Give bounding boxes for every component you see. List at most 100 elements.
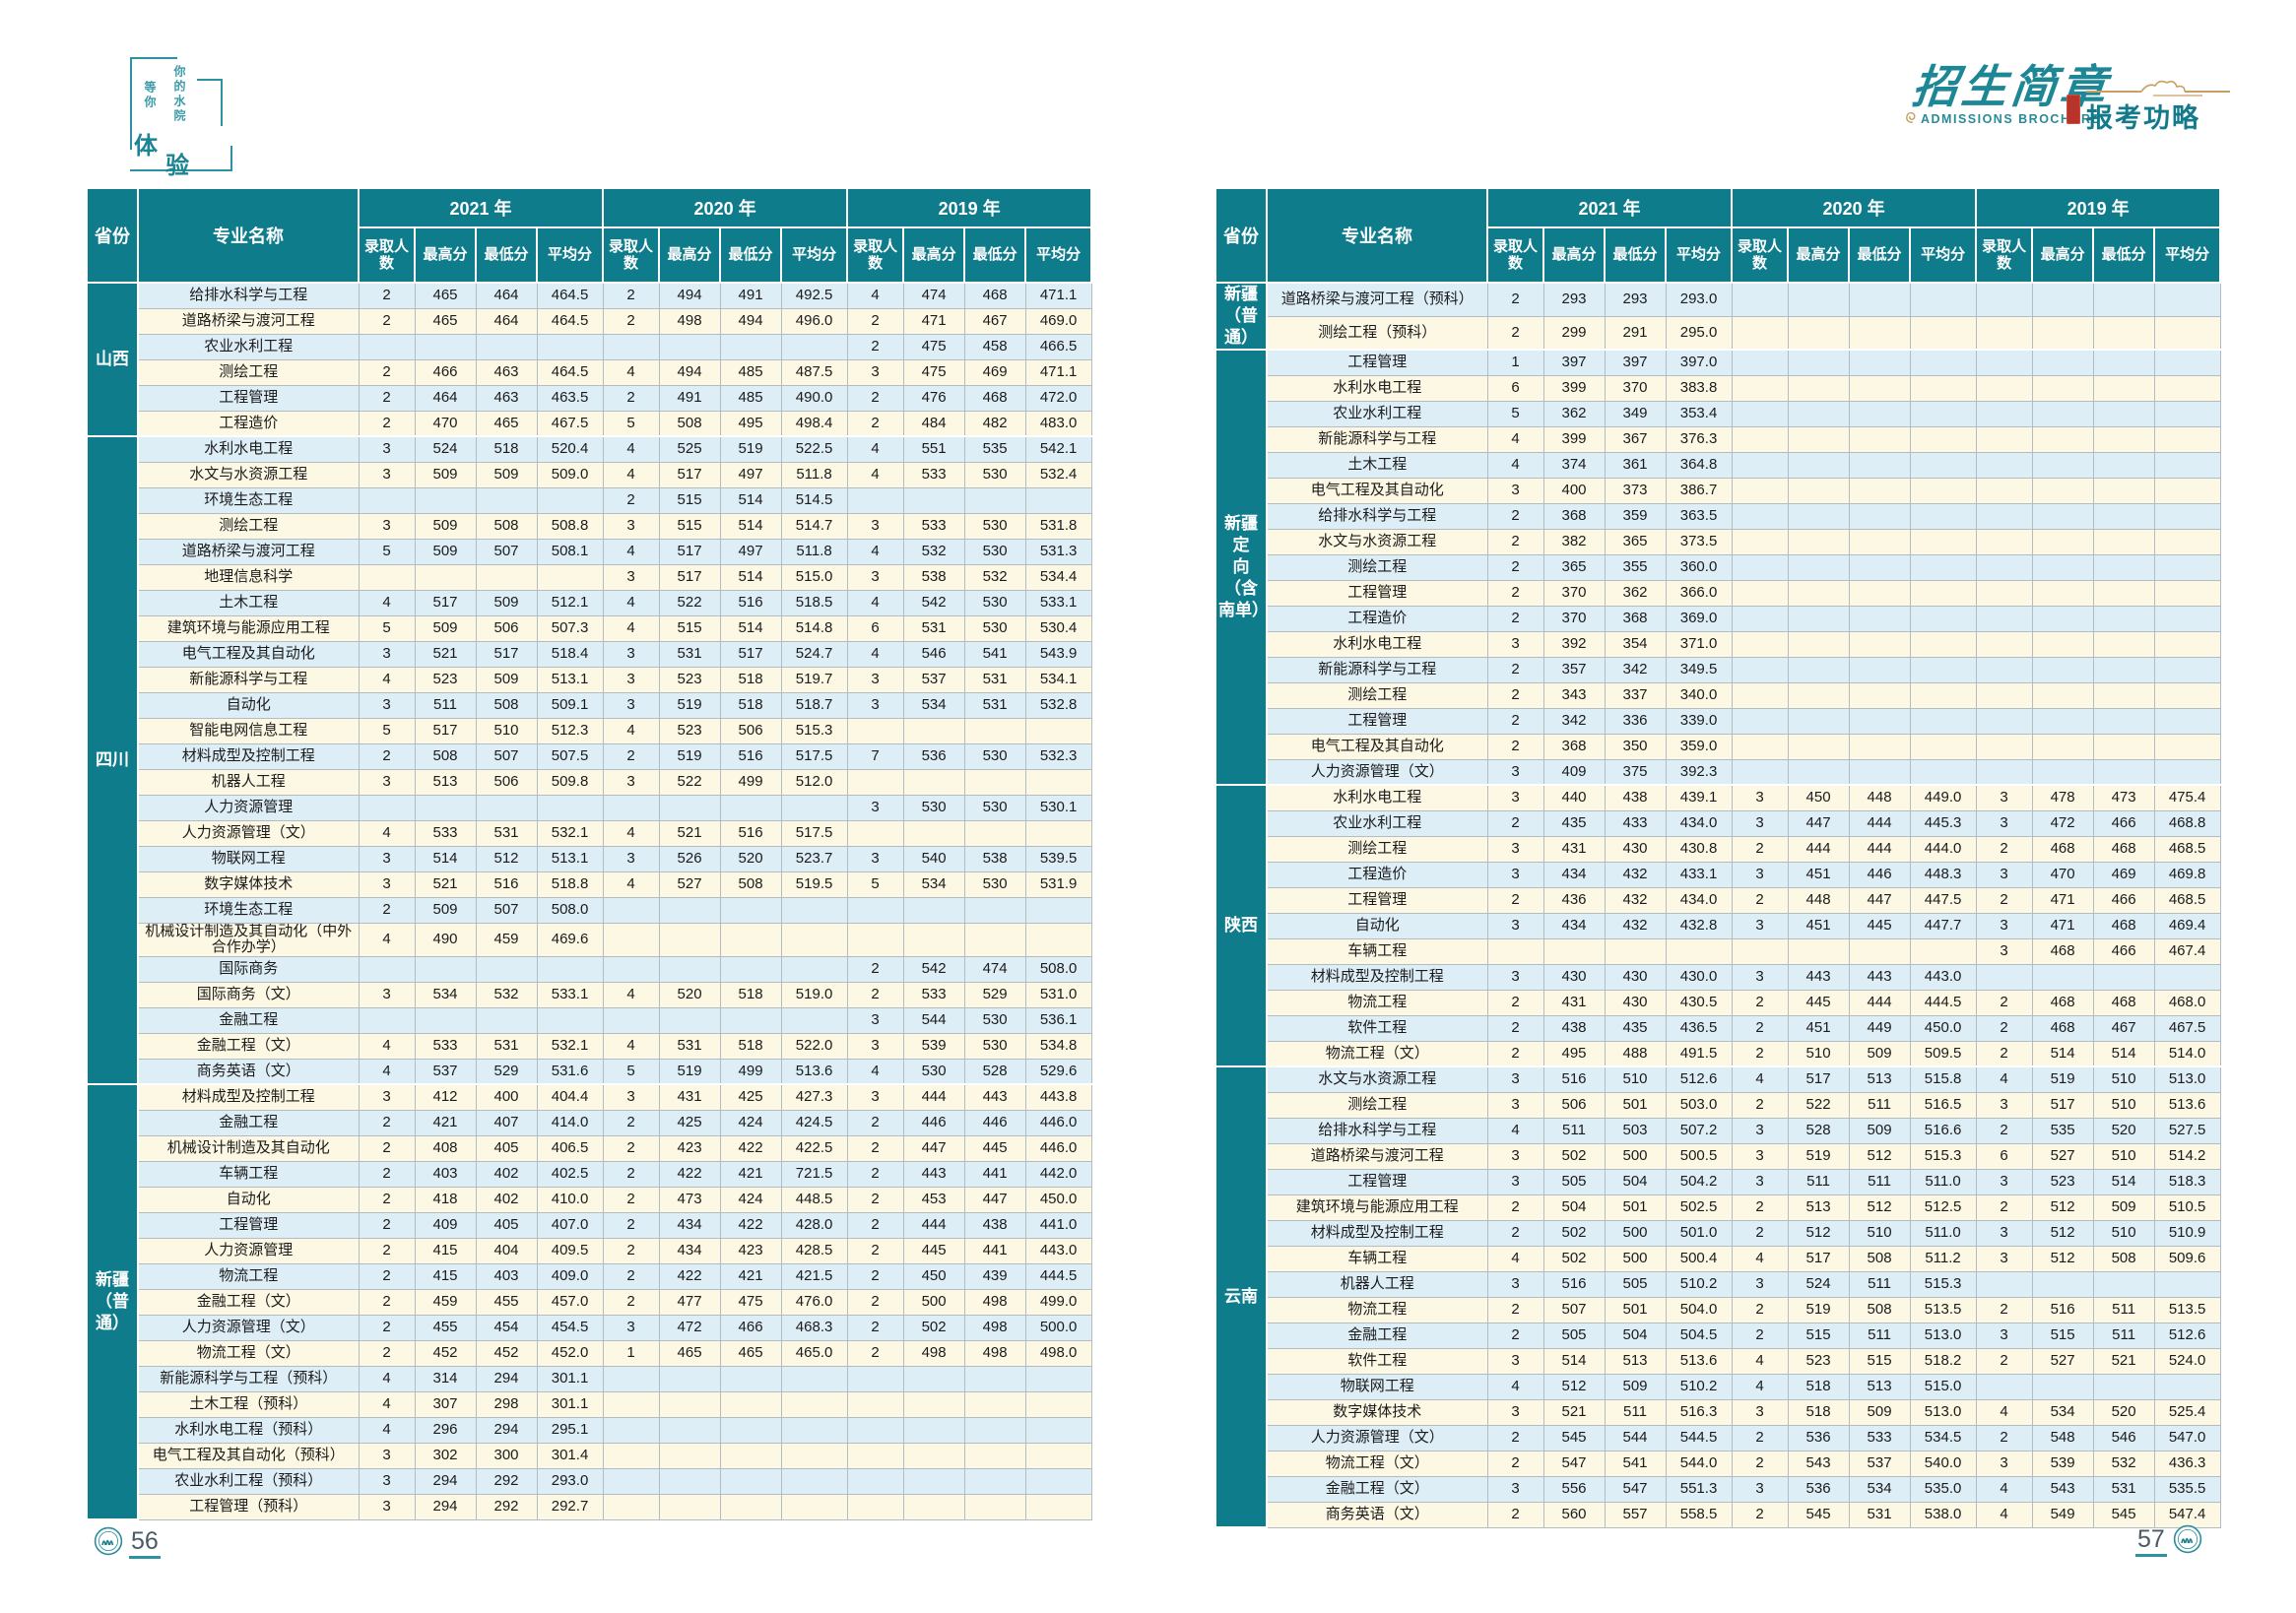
- score-cell: 474: [963, 955, 1026, 983]
- score-cell: 530: [963, 871, 1026, 898]
- score-cell: 4: [1486, 1117, 1544, 1144]
- score-cell: 434: [1542, 912, 1606, 939]
- score-cell: 471.1: [1024, 282, 1092, 309]
- score-cell: 516: [719, 589, 782, 616]
- score-cell: 504.5: [1665, 1322, 1733, 1349]
- score-cell: [2092, 282, 2155, 317]
- score-cell: 463: [475, 384, 538, 412]
- col-header-avg-score: 平均分: [780, 226, 849, 284]
- score-cell: [602, 896, 660, 924]
- score-cell: 431: [1542, 835, 1606, 863]
- score-cell: 2: [1486, 528, 1544, 555]
- score-cell: 505: [1542, 1168, 1606, 1195]
- score-cell: 414.0: [536, 1109, 604, 1136]
- score-cell: [1909, 425, 1977, 453]
- score-cell: 544: [902, 1006, 965, 1034]
- score-cell: 534.5: [1909, 1424, 1977, 1452]
- score-cell: [1909, 605, 1977, 632]
- score-cell: 512: [475, 845, 538, 872]
- major-name-cell: 农业水利工程: [137, 333, 360, 360]
- score-cell: 3: [358, 640, 416, 668]
- score-cell: 455: [414, 1314, 477, 1341]
- table-row: 工程管理（预科） 3 294 292 292.7: [87, 1493, 1092, 1520]
- score-cell: 512.0: [780, 768, 848, 796]
- score-cell: 536: [902, 742, 965, 770]
- score-cell: [2031, 758, 2094, 786]
- score-cell: [902, 1390, 965, 1418]
- major-name-cell: 给排水科学与工程: [137, 282, 360, 309]
- table-row: 环境生态工程 2 515 514 514.5: [87, 486, 1092, 514]
- score-cell: 503: [1604, 1117, 1667, 1144]
- score-cell: 4: [358, 1032, 416, 1060]
- score-cell: 514.5: [780, 486, 848, 514]
- score-cell: 506: [475, 614, 538, 642]
- score-cell: 2: [358, 282, 416, 309]
- score-cell: 512.6: [2153, 1322, 2221, 1349]
- brochure-subtitle: 报考功略: [2086, 103, 2200, 133]
- score-cell: 2: [1731, 1424, 1789, 1452]
- score-cell: 366.0: [1665, 579, 1733, 607]
- score-cell: 2: [358, 384, 416, 412]
- table-row: 自动化 3 434 432 432.8 3 451 445 447.7 3 471 468 469.4: [1215, 912, 2221, 939]
- score-cell: [1848, 733, 1911, 760]
- score-cell: [1909, 758, 1977, 786]
- score-cell: 449.0: [1909, 784, 1977, 811]
- score-cell: 5: [358, 717, 416, 744]
- score-cell: 515.3: [1909, 1142, 1977, 1170]
- score-cell: 512: [1848, 1142, 1911, 1170]
- score-cell: 2: [602, 1109, 660, 1136]
- score-cell: [2092, 681, 2155, 709]
- score-cell: 517: [1787, 1245, 1850, 1272]
- score-cell: 539: [902, 1032, 965, 1060]
- score-cell: 532: [902, 538, 965, 565]
- score-cell: 511: [414, 691, 477, 719]
- score-cell: 534: [1848, 1475, 1911, 1503]
- score-cell: 531: [1848, 1501, 1911, 1528]
- score-cell: 4: [602, 1032, 660, 1060]
- score-cell: 508: [719, 871, 782, 898]
- major-name-cell: 软件工程: [1266, 1014, 1488, 1042]
- score-cell: [658, 1006, 721, 1034]
- score-cell: [780, 333, 848, 360]
- score-cell: 530: [963, 538, 1026, 565]
- score-cell: 547: [1604, 1475, 1667, 1503]
- score-cell: 441: [963, 1160, 1026, 1188]
- score-cell: 418: [414, 1186, 477, 1213]
- score-cell: 374: [1542, 451, 1606, 479]
- admission-scores-table: 省份 专业名称 2021 年 2020 年 2019 年录取人数 最高分 最低分 平均分 录取人…: [86, 187, 1093, 1520]
- score-cell: 522: [1787, 1091, 1850, 1119]
- major-name-cell: 机器人工程: [1266, 1270, 1488, 1298]
- major-name-cell: 土木工程（预科）: [137, 1390, 360, 1418]
- score-cell: 500.5: [1665, 1142, 1733, 1170]
- score-cell: [1787, 656, 1850, 683]
- score-cell: 494: [658, 358, 721, 386]
- score-cell: 436.3: [2153, 1450, 2221, 1477]
- score-cell: 509.0: [536, 461, 604, 488]
- score-cell: 2: [1486, 989, 1544, 1016]
- score-cell: 547.4: [2153, 1501, 2221, 1528]
- score-cell: 400: [1542, 477, 1606, 504]
- table-row: 自动化 3 511 508 509.1 3 519 518 518.7 3 534 531 532.8: [87, 691, 1092, 719]
- score-cell: [719, 794, 782, 821]
- major-name-cell: 自动化: [1266, 912, 1488, 939]
- score-cell: 533: [902, 512, 965, 540]
- score-cell: [1731, 681, 1789, 709]
- score-cell: 539.5: [1024, 845, 1092, 872]
- score-cell: 430: [1604, 963, 1667, 991]
- major-name-cell: 电气工程及其自动化（预科）: [137, 1442, 360, 1469]
- score-cell: 524.7: [780, 640, 848, 668]
- score-cell: 527.5: [2153, 1117, 2221, 1144]
- col-header-min-score: 最低分: [719, 226, 783, 284]
- score-cell: [1909, 349, 1977, 376]
- col-header-year: 2019 年: [1975, 187, 2222, 228]
- major-name-cell: 水文与水资源工程: [1266, 1065, 1488, 1093]
- score-cell: 2: [1486, 681, 1544, 709]
- score-cell: 522: [658, 589, 721, 616]
- major-name-cell: 车辆工程: [1266, 1245, 1488, 1272]
- score-cell: [1975, 630, 2033, 658]
- score-cell: 400: [475, 1083, 538, 1111]
- score-cell: 471.1: [1024, 358, 1092, 386]
- score-cell: [846, 1442, 904, 1469]
- table-row: 金融工程（文） 4 533 531 532.1 4 531 518 522.0 3 539 530 53…: [87, 1032, 1092, 1060]
- col-header-min-score: 最低分: [963, 226, 1027, 284]
